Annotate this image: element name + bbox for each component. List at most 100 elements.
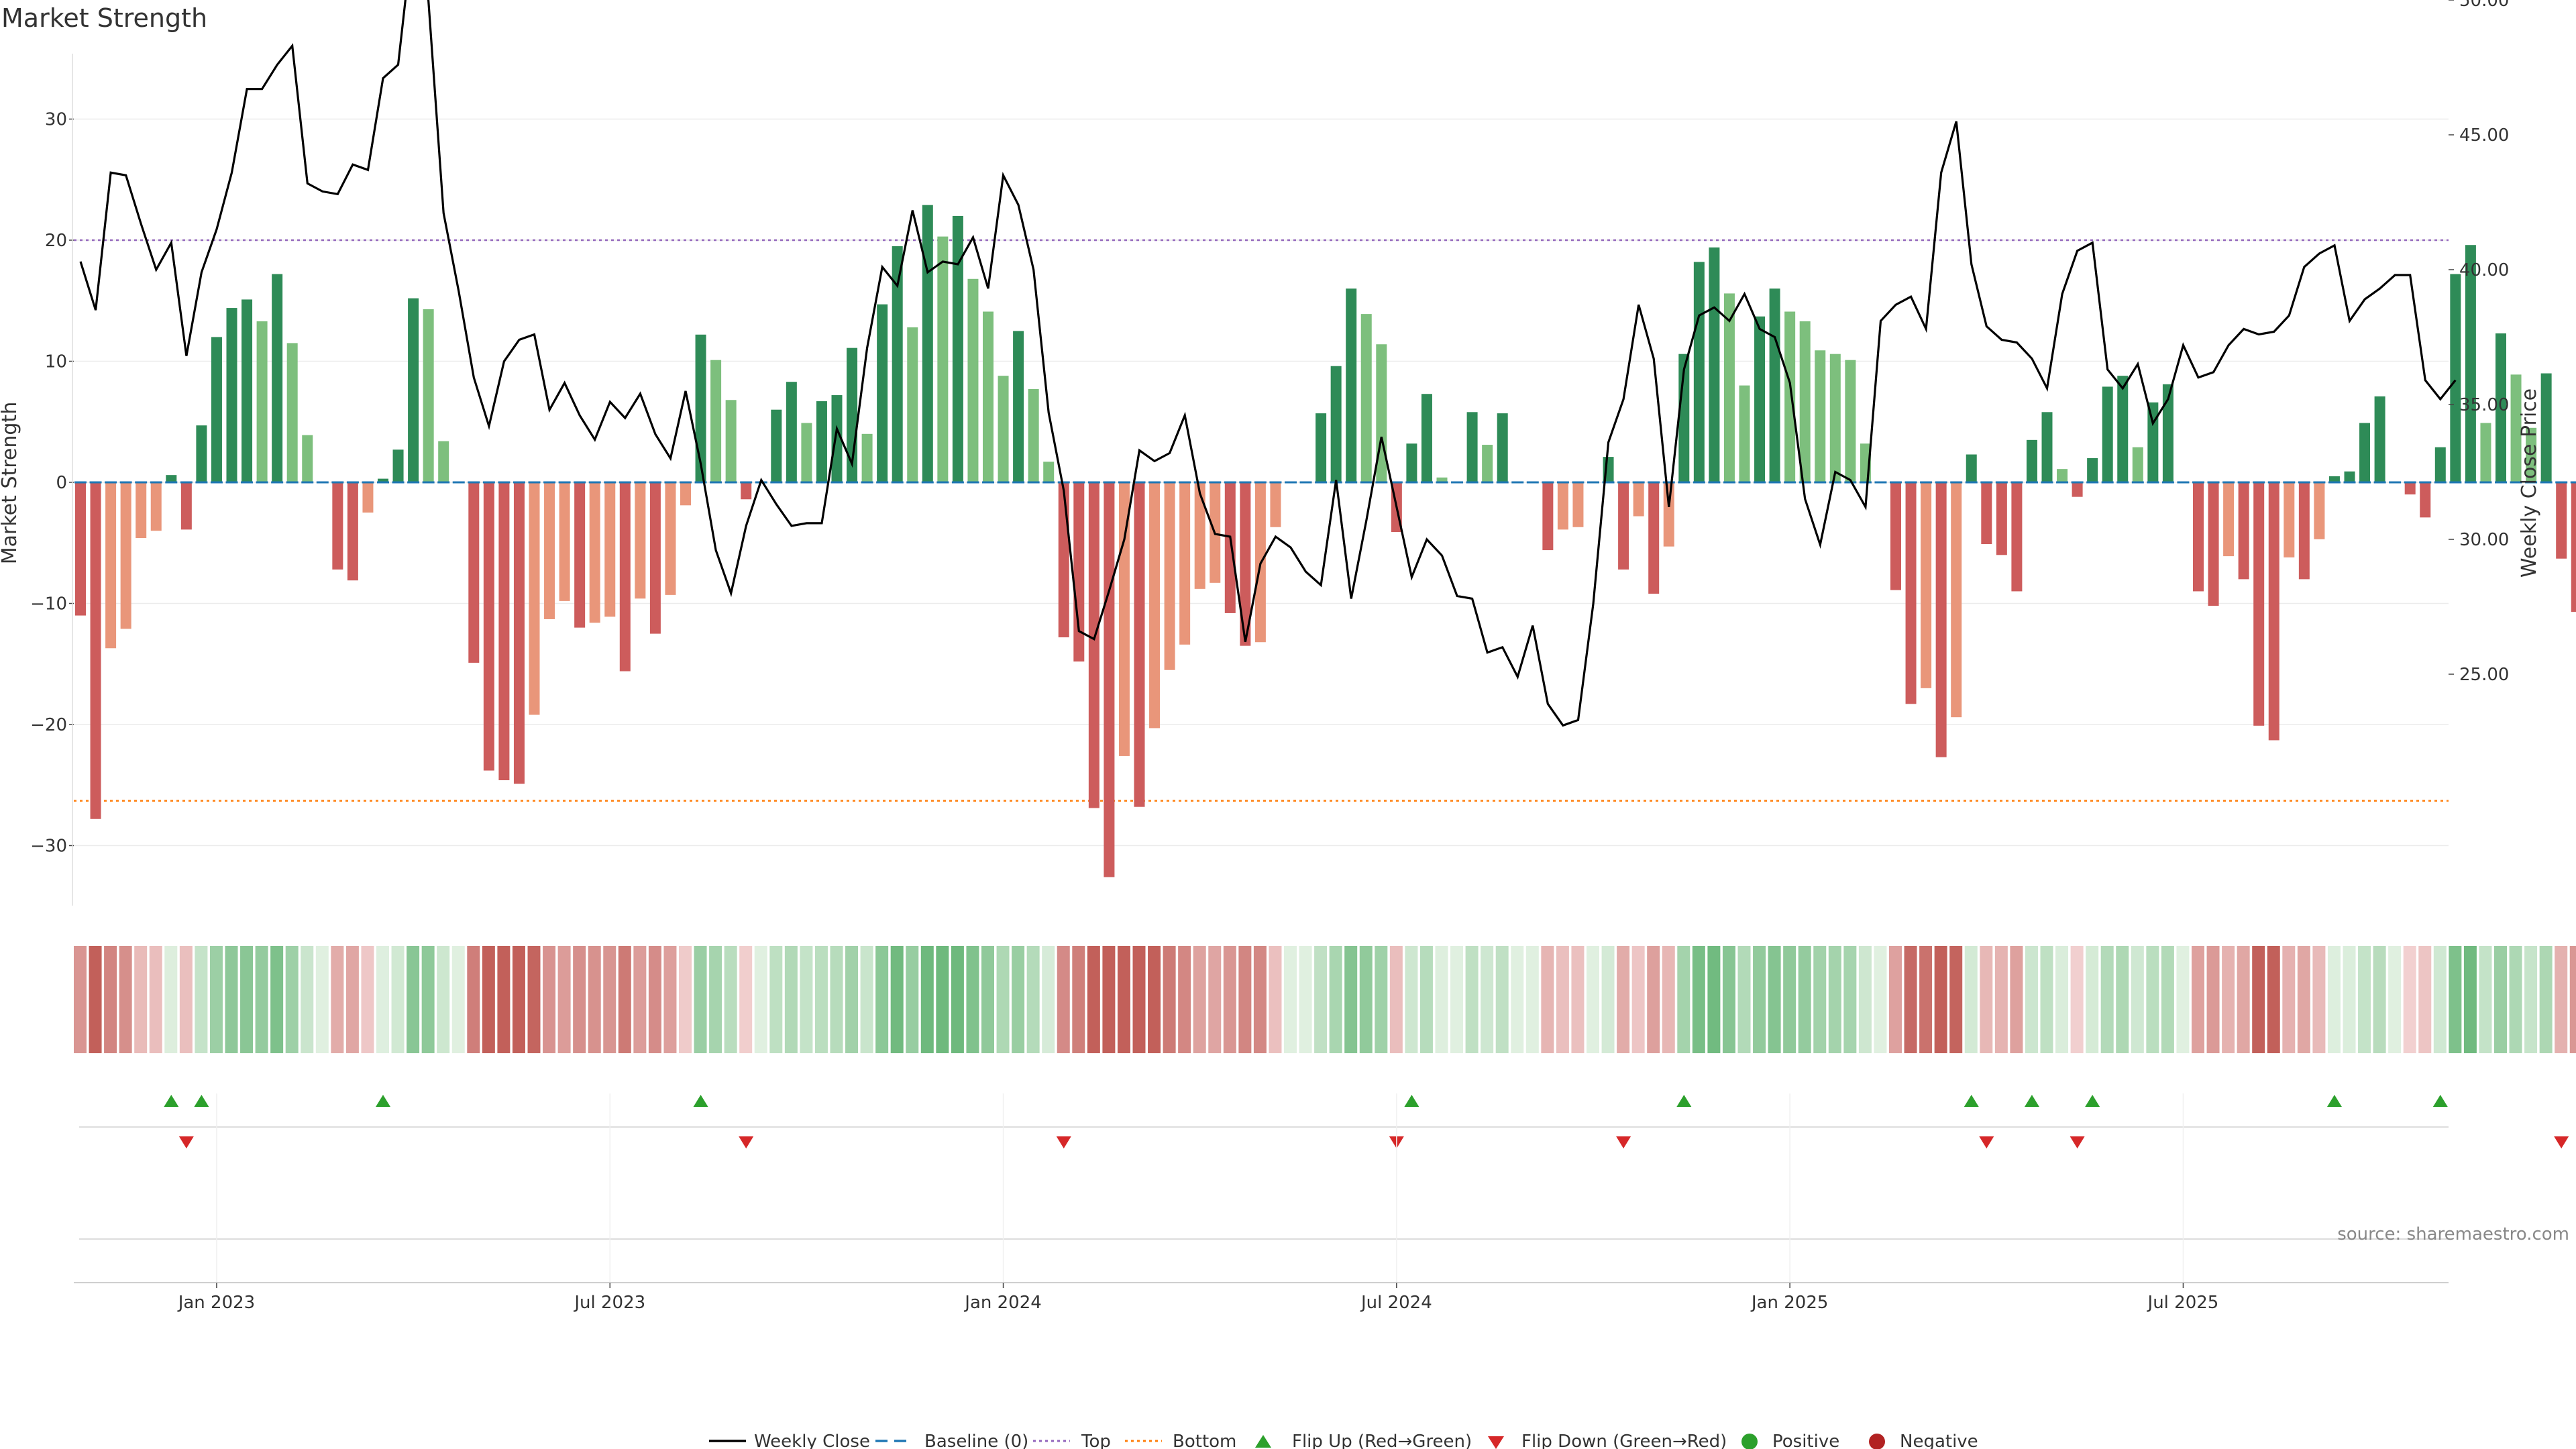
y-tick-label: −20	[30, 715, 67, 735]
heat-cell	[1692, 946, 1705, 1053]
strength-bar	[1905, 482, 1917, 704]
strength-bar	[1815, 350, 1826, 482]
strength-bar	[1966, 454, 1977, 482]
strength-bar	[816, 401, 827, 482]
strength-bar	[1709, 247, 1720, 482]
strength-bar	[166, 475, 177, 482]
heat-cell	[2509, 946, 2522, 1053]
strength-bar	[120, 482, 131, 629]
strength-bar	[967, 278, 979, 482]
strength-bar	[1921, 482, 1932, 688]
heat-cell	[1753, 946, 1766, 1053]
y2-tick-label: 45.00	[2459, 125, 2509, 146]
strength-bar	[649, 482, 661, 634]
heat-cell	[1707, 946, 1721, 1053]
heat-cell	[1934, 946, 1947, 1053]
flip-up-marker	[376, 1095, 390, 1107]
x-axis: Jan 2023 Jul 2023 Jan 2024 Jul 2024 Jan 2025…	[74, 1093, 2449, 1313]
flip-up-marker	[2326, 1095, 2342, 1107]
strength-bar	[1330, 366, 1342, 482]
strength-bar	[2420, 482, 2431, 518]
strength-bar	[1542, 482, 1554, 551]
strength-bar	[2087, 458, 2098, 482]
strength-bar	[998, 376, 1009, 482]
strength-bar	[226, 308, 237, 482]
heat-cell	[1253, 946, 1267, 1053]
strength-bar	[2011, 482, 2023, 592]
y2-tick-label: 50.00	[2459, 0, 2509, 11]
heat-cell	[225, 946, 238, 1053]
heat-cell	[951, 946, 964, 1053]
heat-cell	[603, 946, 616, 1053]
heat-cell	[769, 946, 783, 1053]
strength-bar	[604, 482, 616, 617]
strength-bar	[241, 299, 253, 482]
strength-bar	[468, 482, 480, 663]
strength-bar	[1996, 482, 2007, 555]
strength-bar	[710, 360, 722, 482]
strength-bar	[362, 482, 374, 513]
strength-bar	[256, 321, 268, 482]
heat-cell	[2055, 946, 2069, 1053]
strength-bar	[2328, 476, 2340, 482]
strength-bar	[1845, 360, 1856, 482]
strength-bar	[1739, 385, 1750, 482]
strength-bar	[1043, 462, 1055, 482]
strength-bar	[937, 236, 949, 482]
heat-cell	[331, 946, 344, 1053]
strength-bar	[423, 309, 434, 482]
heat-cell	[1284, 946, 1297, 1053]
heat-cell	[1813, 946, 1827, 1053]
heat-cell	[2237, 946, 2250, 1053]
heat-cell	[1329, 946, 1342, 1053]
flip-down-marker	[1979, 1136, 1994, 1148]
strength-bar	[1557, 482, 1568, 530]
flip-up-marker	[1676, 1095, 1692, 1107]
strength-bar	[2102, 386, 2113, 482]
strength-bar	[1951, 482, 1962, 718]
heat-cell	[2206, 946, 2220, 1053]
heat-cell	[1495, 946, 1509, 1053]
heat-cell	[345, 946, 359, 1053]
heat-cell	[2433, 946, 2447, 1053]
heat-cell	[467, 946, 480, 1053]
heat-cell	[1994, 946, 2008, 1053]
strength-bar	[2404, 482, 2416, 495]
heat-cell	[2463, 946, 2477, 1053]
heat-cell	[724, 946, 737, 1053]
strength-bar	[302, 435, 313, 482]
heat-cell	[875, 946, 889, 1053]
heat-cell	[1828, 946, 1841, 1053]
strength-heat-strip	[74, 946, 2576, 1053]
strength-bar	[1784, 311, 1796, 482]
heat-cell	[709, 946, 722, 1053]
heat-cell	[2343, 946, 2356, 1053]
strength-bar	[1058, 482, 1069, 638]
heat-cell	[1980, 946, 1993, 1053]
strength-bar	[2026, 439, 2037, 482]
strength-bar	[2526, 427, 2537, 482]
heat-cell	[1178, 946, 1191, 1053]
heat-cell	[134, 946, 148, 1053]
heat-cell	[1677, 946, 1690, 1053]
strength-bar	[180, 482, 192, 530]
heat-cell	[996, 946, 1010, 1053]
y-axis-left: 30 20 10 0 −10 −20 −30	[30, 54, 74, 906]
legend-flip-down: Flip Down (Green→Red)	[1521, 1432, 1727, 1449]
heat-cell	[1843, 946, 1857, 1053]
y-tick-label: −30	[30, 837, 67, 857]
heat-cell	[694, 946, 707, 1053]
heat-cell	[754, 946, 767, 1053]
y-tick-label: −10	[30, 594, 67, 614]
strength-bar	[1935, 482, 1947, 757]
heat-cell	[890, 946, 904, 1053]
strength-bar	[1723, 293, 1735, 482]
strength-bar	[1028, 389, 1039, 482]
strength-bar	[574, 482, 586, 628]
heat-cell	[2524, 946, 2538, 1053]
flip-down-marker	[739, 1136, 754, 1148]
heat-cell	[2025, 946, 2038, 1053]
strength-bar	[1663, 482, 1674, 547]
heat-cell	[2086, 946, 2099, 1053]
